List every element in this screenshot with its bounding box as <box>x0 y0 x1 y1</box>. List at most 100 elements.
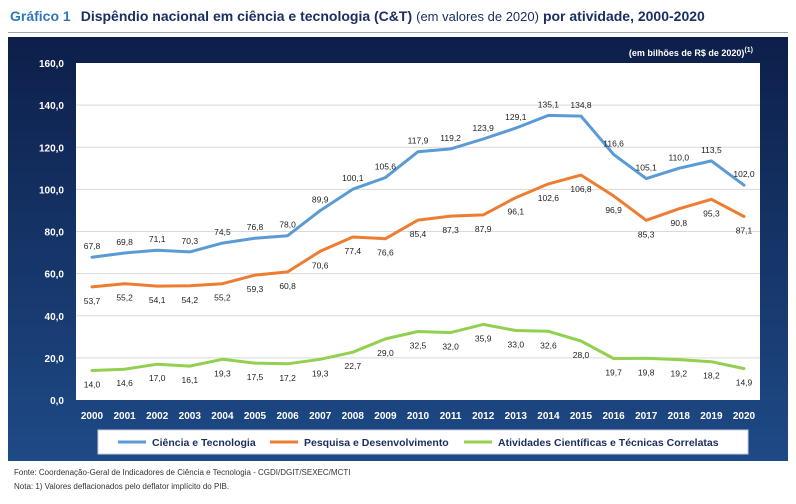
y-axis-ticks: 0,0 20,0 40,0 60,0 80,0 100,0 120,0 140,0 160,0 <box>39 59 64 407</box>
chart-title: Dispêndio nacional em ciência e tecnolog… <box>80 8 413 24</box>
y-tick-label: 20,0 <box>45 354 65 365</box>
data-label: 100,1 <box>342 173 364 183</box>
legend-label: Pesquisa e Desenvolvimento <box>304 437 449 449</box>
series-line <box>90 173 746 289</box>
data-label: 77,4 <box>345 246 362 256</box>
data-label: 123,9 <box>473 123 495 133</box>
series-lines <box>90 113 746 372</box>
title-divider <box>8 32 788 33</box>
data-label: 18,2 <box>703 371 720 381</box>
x-tick-label: 2016 <box>602 411 625 422</box>
data-label: 71,1 <box>149 234 166 244</box>
legend-box <box>97 429 749 455</box>
data-label: 87,9 <box>475 224 492 234</box>
data-label: 70,6 <box>312 260 329 270</box>
x-tick-label: 2010 <box>407 411 430 422</box>
data-label: 129,1 <box>505 112 527 122</box>
grid-lines <box>76 104 760 359</box>
y-tick-label: 100,0 <box>39 185 64 196</box>
figure-label: Gráfico 1 <box>10 8 71 24</box>
data-label: 17,2 <box>279 373 296 383</box>
data-label: 54,1 <box>149 295 166 305</box>
data-label: 116,6 <box>603 138 624 148</box>
legend-label: Atividades Científicas e Técnicas Correl… <box>498 437 719 449</box>
data-label: 53,7 <box>84 296 101 306</box>
x-tick-label: 2012 <box>472 411 495 422</box>
data-label: 19,3 <box>214 368 231 378</box>
data-label: 32,5 <box>410 341 427 351</box>
data-label: 110,0 <box>668 152 689 162</box>
data-label: 19,7 <box>605 368 622 378</box>
unit-note: (em bilhões de R$ de 2020)(1) <box>629 47 753 58</box>
data-label: 55,2 <box>214 293 231 303</box>
data-label: 54,2 <box>182 295 199 305</box>
x-tick-label: 2020 <box>733 411 756 422</box>
data-label: 14,0 <box>84 380 101 390</box>
x-tick-label: 2001 <box>113 411 136 422</box>
data-label: 102,6 <box>538 193 560 203</box>
x-tick-label: 2009 <box>374 411 397 422</box>
data-label: 32,0 <box>442 342 459 352</box>
x-tick-label: 2019 <box>700 411 723 422</box>
data-label: 113,5 <box>701 145 722 155</box>
data-label: 76,8 <box>247 222 264 232</box>
data-label: 19,3 <box>312 368 329 378</box>
data-label: 95,3 <box>703 208 720 218</box>
data-label: 29,0 <box>377 348 394 358</box>
data-label: 17,5 <box>247 372 264 382</box>
y-tick-label: 140,0 <box>39 101 64 112</box>
y-tick-label: 60,0 <box>45 270 65 281</box>
data-label: 74,5 <box>214 227 231 237</box>
data-label: 16,1 <box>182 375 199 385</box>
data-label: 85,4 <box>410 229 427 239</box>
x-tick-label: 2008 <box>342 411 365 422</box>
data-label: 87,3 <box>442 225 459 235</box>
data-label: 55,2 <box>116 293 133 303</box>
data-label: 22,7 <box>345 361 362 371</box>
series-line <box>90 113 746 259</box>
data-label: 70,3 <box>182 236 199 246</box>
x-tick-label: 2007 <box>309 411 332 422</box>
unit-note-superscript: (1) <box>744 47 753 54</box>
chart-title-row: Gráfico 1 Dispêndio nacional em ciência … <box>10 8 705 30</box>
data-label: 105,6 <box>375 162 397 172</box>
data-label: 119,2 <box>440 133 461 143</box>
data-label: 102,0 <box>733 169 755 179</box>
x-tick-label: 2013 <box>505 411 528 422</box>
x-tick-label: 2006 <box>276 411 299 422</box>
legend: Ciência e Tecnologia Pesquisa e Desenvolv… <box>118 437 719 449</box>
data-label: 59,3 <box>247 284 264 294</box>
data-label: 90,8 <box>671 218 688 228</box>
x-tick-label: 2015 <box>570 411 593 422</box>
data-label: 78,0 <box>279 220 296 230</box>
data-label: 106,8 <box>570 184 592 194</box>
x-tick-label: 2017 <box>635 411 658 422</box>
data-label: 85,3 <box>638 229 655 239</box>
x-tick-label: 2000 <box>81 411 104 422</box>
y-tick-label: 160,0 <box>39 59 64 70</box>
line-chart: 0,020,040,060,080,0100,0120,0140,0160,0 … <box>8 37 788 461</box>
x-tick-label: 2014 <box>537 411 560 422</box>
chart-title-paren: (em valores de 2020) <box>416 9 539 24</box>
y-tick-label: 0,0 <box>50 396 64 407</box>
data-label: 14,6 <box>116 378 133 388</box>
source-note: Fonte: Coordenação-Geral de Indicadores … <box>14 468 351 477</box>
data-label: 69,8 <box>116 237 133 247</box>
data-label: 28,0 <box>573 350 590 360</box>
data-label: 105,1 <box>636 163 658 173</box>
y-tick-label: 120,0 <box>39 143 64 154</box>
data-label: 60,8 <box>279 281 296 291</box>
x-axis-ticks: 2000 2001 2002 2003 2004 2005 2006 2007 2008 2009… <box>81 411 756 422</box>
footnote: Nota: 1) Valores deflacionados pelo defl… <box>14 482 230 491</box>
x-tick-label: 2004 <box>211 411 234 422</box>
y-tick-label: 80,0 <box>45 228 65 239</box>
legend-label: Ciência e Tecnologia <box>152 437 256 449</box>
x-tick-label: 2011 <box>440 411 462 422</box>
data-label: 117,9 <box>408 136 429 146</box>
data-label: 134,8 <box>570 100 592 110</box>
data-label: 87,1 <box>736 226 753 236</box>
data-label: 67,8 <box>84 241 101 251</box>
data-label: 14,9 <box>736 378 753 388</box>
data-label: 135,1 <box>538 99 560 109</box>
data-label: 19,2 <box>671 369 688 379</box>
